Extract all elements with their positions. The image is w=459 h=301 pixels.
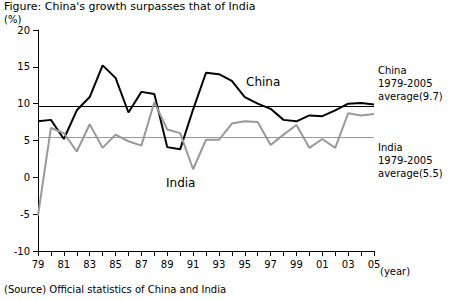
svg-text:89: 89 <box>161 259 174 270</box>
svg-text:China: China <box>246 75 280 89</box>
svg-text:87: 87 <box>135 259 148 270</box>
svg-text:91: 91 <box>187 259 200 270</box>
svg-text:03: 03 <box>342 259 355 270</box>
svg-text:5: 5 <box>24 135 30 146</box>
svg-text:95: 95 <box>238 259 251 270</box>
svg-text:99: 99 <box>290 259 303 270</box>
svg-text:(%): (%) <box>4 14 21 25</box>
svg-text:83: 83 <box>83 259 96 270</box>
svg-text:85: 85 <box>109 259 122 270</box>
svg-text:15: 15 <box>17 61 30 72</box>
svg-text:93: 93 <box>213 259 226 270</box>
svg-text:79: 79 <box>32 259 45 270</box>
svg-text:Figure: China's growth surpass: Figure: China's growth surpasses that of… <box>4 0 256 13</box>
svg-text:-5: -5 <box>20 209 30 220</box>
svg-text:average(5.5): average(5.5) <box>378 168 443 179</box>
svg-text:1979-2005: 1979-2005 <box>378 155 433 166</box>
svg-text:05: 05 <box>368 259 381 270</box>
svg-text:0: 0 <box>24 172 30 183</box>
svg-text:1979-2005: 1979-2005 <box>378 78 433 89</box>
svg-text:97: 97 <box>264 259 277 270</box>
svg-text:India: India <box>166 176 195 190</box>
svg-text:China: China <box>378 65 407 76</box>
svg-text:81: 81 <box>57 259 70 270</box>
svg-text:-10: -10 <box>14 246 30 257</box>
svg-text:20: 20 <box>17 25 30 36</box>
svg-text:India: India <box>378 142 403 153</box>
svg-text:(year): (year) <box>380 266 410 277</box>
svg-text:01: 01 <box>316 259 329 270</box>
svg-text:10: 10 <box>17 98 30 109</box>
svg-text:(Source) Official statistics o: (Source) Official statistics of China an… <box>4 284 226 295</box>
svg-text:average(9.7): average(9.7) <box>378 91 443 102</box>
